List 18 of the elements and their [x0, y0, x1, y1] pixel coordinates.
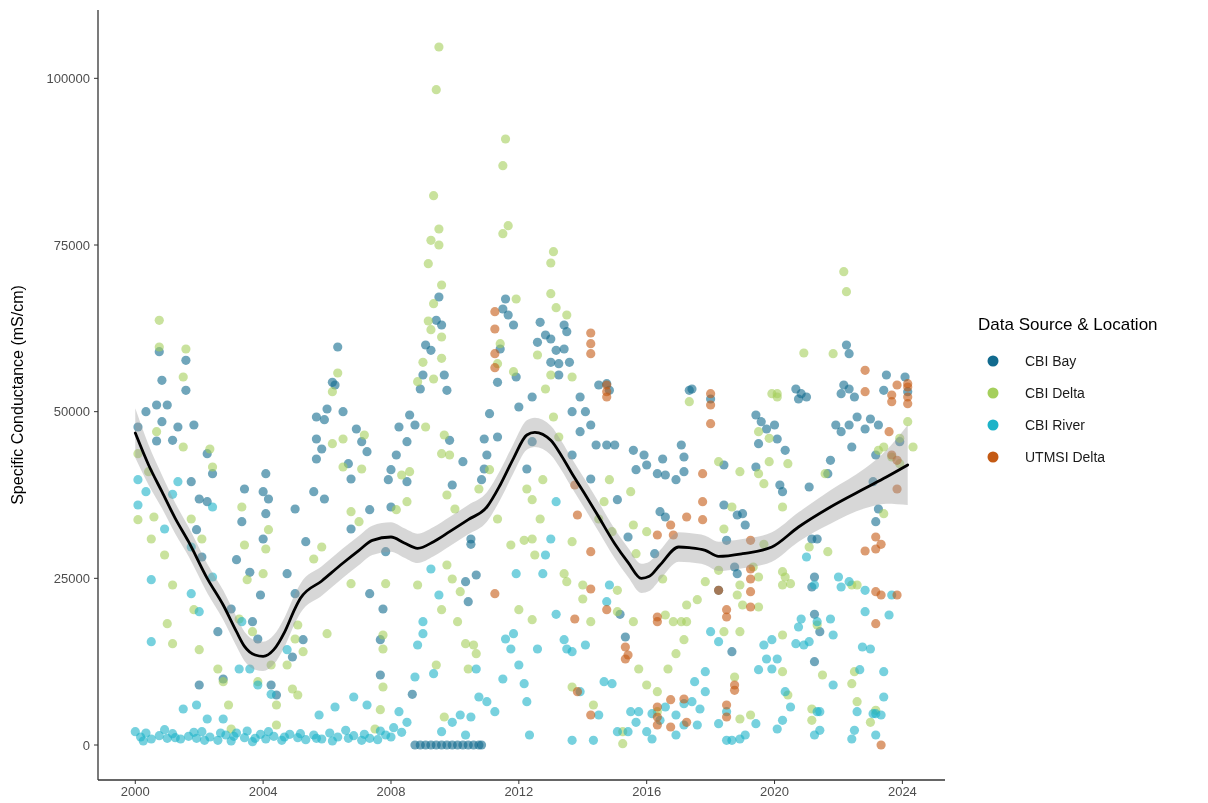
y-tick-label: 25000: [53, 570, 90, 586]
legend-label: UTMSI Delta: [1025, 449, 1106, 465]
y-tick-label: 50000: [53, 404, 90, 420]
x-tick-label: 2020: [760, 784, 789, 800]
x-tick-label: 2024: [887, 784, 917, 800]
legend-label: CBI Bay: [1025, 353, 1077, 369]
x-tick-label: 2016: [632, 784, 662, 800]
legend-label: CBI River: [1025, 417, 1085, 433]
y-tick-label: 0: [82, 737, 90, 753]
x-tick-label: 2008: [376, 784, 406, 800]
legend-label: CBI Delta: [1025, 385, 1085, 401]
y-axis-title: Specific Conductance (mS/cm): [9, 285, 27, 505]
x-tick-label: 2000: [120, 784, 150, 800]
legend-title: Data Source & Location: [978, 314, 1158, 336]
x-tick-label: 2012: [504, 784, 534, 800]
x-tick-label: 2004: [248, 784, 278, 800]
y-tick-label: 100000: [46, 70, 90, 86]
y-tick-label: 75000: [53, 237, 90, 253]
